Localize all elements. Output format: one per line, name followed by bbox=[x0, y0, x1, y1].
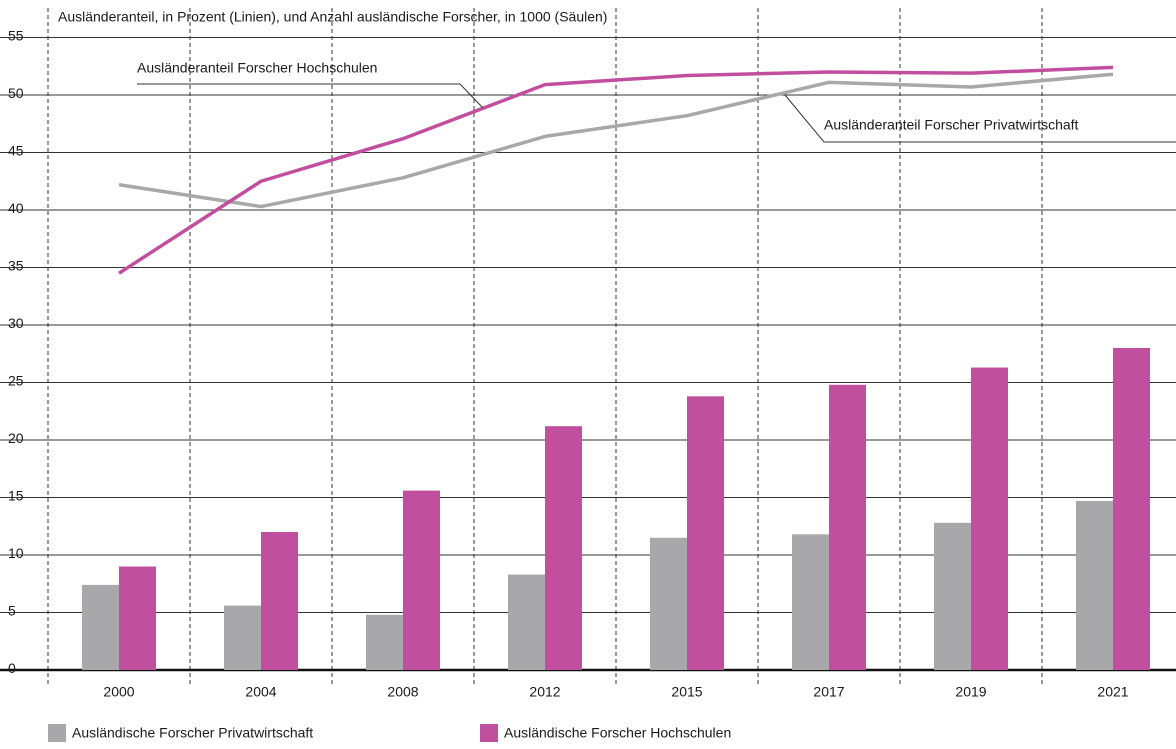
bar bbox=[1076, 500, 1113, 670]
line bbox=[118, 65, 1114, 275]
bar bbox=[792, 534, 829, 670]
y-tick-label: 10 bbox=[8, 545, 24, 561]
x-tick-label: 2008 bbox=[387, 684, 418, 700]
annotation-leader bbox=[784, 94, 1176, 143]
x-tick-label: 2004 bbox=[245, 684, 276, 700]
bar bbox=[687, 396, 724, 670]
bar bbox=[119, 566, 156, 670]
bar bbox=[1113, 348, 1150, 670]
annotation: Ausländeranteil Forscher Hochschulen bbox=[137, 60, 377, 76]
y-tick-label: 35 bbox=[8, 258, 24, 274]
y-tick-label: 50 bbox=[8, 85, 24, 101]
legend-label: Ausländische Forscher Privatwirtschaft bbox=[72, 725, 313, 741]
bar bbox=[934, 522, 971, 670]
bar bbox=[403, 490, 440, 670]
y-tick-label: 5 bbox=[8, 603, 16, 619]
y-tick-label: 20 bbox=[8, 430, 24, 446]
bar bbox=[650, 537, 687, 670]
marks bbox=[82, 65, 1150, 670]
x-tick-label: 2012 bbox=[529, 684, 560, 700]
y-tick-label: 55 bbox=[8, 28, 24, 44]
x-tick-label: 2017 bbox=[813, 684, 844, 700]
chart-title: Ausländeranteil, in Prozent (Linien), un… bbox=[58, 9, 607, 25]
labels: 0 5 10 15 20 25 30 35 40 45 50 55 2000 2004 2008 2012 20… bbox=[8, 28, 1176, 742]
y-tick-label: 25 bbox=[8, 373, 24, 389]
bar bbox=[366, 614, 403, 670]
y-tick-label: 0 bbox=[8, 660, 16, 676]
legend-swatch bbox=[480, 724, 498, 742]
bar bbox=[82, 584, 119, 670]
bar bbox=[261, 532, 298, 670]
annotation: Ausländeranteil Forscher Privatwirtschaf… bbox=[824, 117, 1079, 133]
y-tick-label: 45 bbox=[8, 143, 24, 159]
bar bbox=[224, 605, 261, 670]
y-tick-label: 30 bbox=[8, 315, 24, 331]
legend-label: Ausländische Forscher Hochschulen bbox=[504, 725, 731, 741]
legend-swatch bbox=[48, 724, 66, 742]
x-tick-label: 2015 bbox=[671, 684, 702, 700]
bar bbox=[545, 426, 582, 670]
x-tick-label: 2000 bbox=[103, 684, 134, 700]
x-tick-label: 2019 bbox=[955, 684, 986, 700]
annotation-leader bbox=[137, 83, 484, 109]
line bbox=[118, 72, 1114, 209]
bar bbox=[829, 384, 866, 670]
bar bbox=[508, 574, 545, 670]
y-tick-label: 40 bbox=[8, 200, 24, 216]
bar bbox=[971, 367, 1008, 670]
x-tick-label: 2021 bbox=[1097, 684, 1128, 700]
y-tick-label: 15 bbox=[8, 488, 24, 504]
